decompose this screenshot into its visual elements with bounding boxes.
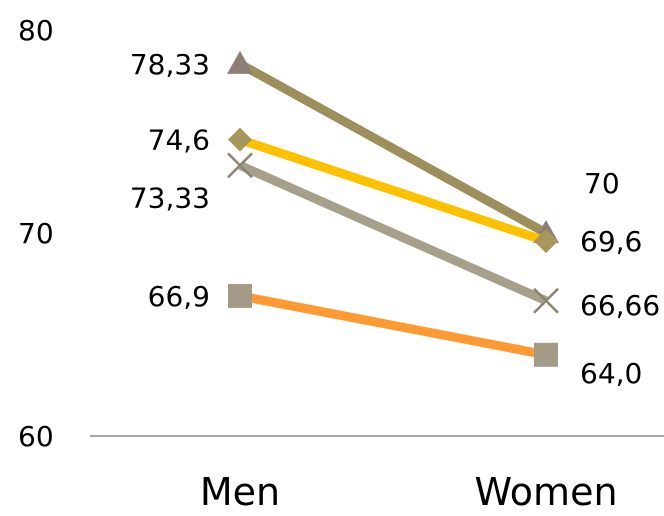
x-category-label-women: Women bbox=[474, 470, 617, 514]
series-3-data-label-1: 73,33 bbox=[130, 181, 210, 214]
series-1-data-label-2: 70 bbox=[584, 167, 620, 200]
series-2-point-2 bbox=[534, 229, 558, 254]
series-2-data-label-2: 69,6 bbox=[580, 225, 642, 258]
series-3-data-label-2: 66,66 bbox=[580, 289, 660, 322]
series-1-point-1 bbox=[227, 50, 253, 74]
category-labels: Men Women bbox=[200, 470, 618, 514]
series-4-data-label-2: 64,0 bbox=[580, 357, 642, 390]
series-4-data-label-1: 66,9 bbox=[148, 280, 210, 313]
series-1-data-label-1: 78,33 bbox=[130, 48, 210, 81]
y-tick-label-80: 80 bbox=[18, 14, 54, 47]
y-tick-label-70: 70 bbox=[18, 217, 54, 250]
series-2 bbox=[228, 127, 558, 254]
series-3-line bbox=[238, 161, 548, 305]
series-layer bbox=[227, 50, 559, 367]
series-3-point-1 bbox=[227, 152, 253, 179]
series-3 bbox=[227, 152, 559, 314]
series-2-point-1 bbox=[228, 127, 252, 152]
series-3-point-2 bbox=[533, 287, 559, 314]
series-4-line bbox=[239, 291, 547, 360]
x-category-label-men: Men bbox=[200, 470, 280, 514]
series-2-data-label-1: 74,6 bbox=[148, 124, 210, 157]
series-1-line bbox=[237, 59, 549, 237]
data-labels: 78,33 70 74,6 69,6 73,33 66,66 66,9 64,0 bbox=[130, 48, 660, 390]
series-4-point-2 bbox=[534, 342, 558, 367]
y-tick-labels: 60 70 80 bbox=[18, 14, 54, 453]
series-1 bbox=[227, 50, 559, 243]
series-4-point-1 bbox=[228, 283, 252, 308]
series-2-line bbox=[238, 135, 548, 246]
y-tick-label-60: 60 bbox=[18, 420, 54, 453]
series-4 bbox=[228, 283, 558, 367]
